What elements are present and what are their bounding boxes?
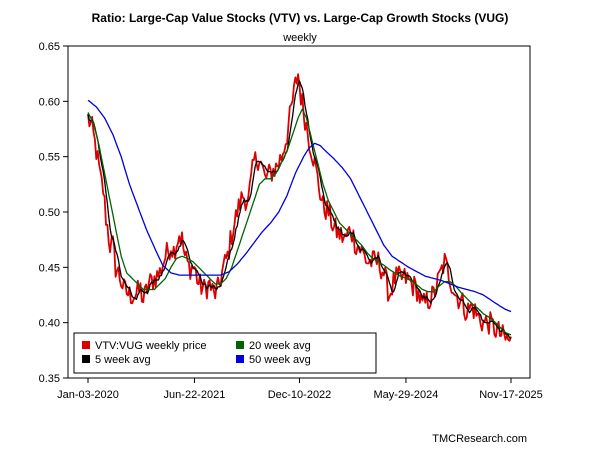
y-tick-label: 0.45 (39, 262, 60, 274)
x-tick-label: Jun-22-2021 (164, 389, 226, 401)
chart-title: Ratio: Large-Cap Value Stocks (VTV) vs. … (92, 11, 509, 25)
x-axis: Jan-03-2020 Jun-22-2021 Dec-10-2022 May-29-… (57, 378, 543, 401)
series-line-50wk-avg (87, 99, 512, 313)
y-axis: 0.35 0.40 0.45 0.50 0.55 0.60 0.65 (39, 41, 68, 385)
legend-box (73, 332, 377, 374)
legend: VTV:VUG weekly price 5 week avg 20 week … (73, 332, 377, 374)
y-tick-label: 0.55 (39, 152, 60, 164)
legend-swatch-50wk (236, 355, 244, 363)
legend-label-20wk: 20 week avg (249, 340, 311, 352)
y-tick-label: 0.50 (39, 207, 60, 219)
legend-label-price: VTV:VUG weekly price (95, 340, 206, 352)
x-tick-label: Dec-10-2022 (268, 389, 332, 401)
legend-swatch-price (82, 341, 90, 349)
chart-subtitle: weekly (282, 32, 317, 44)
series-lines (87, 73, 512, 342)
x-tick-label: May-29-2024 (374, 389, 439, 401)
legend-label-5wk: 5 week avg (95, 354, 151, 366)
y-tick-label: 0.65 (39, 41, 60, 53)
legend-swatch-5wk (82, 355, 90, 363)
y-tick-label: 0.35 (39, 373, 60, 385)
x-tick-label: Jan-03-2020 (57, 389, 119, 401)
legend-swatch-20wk (236, 341, 244, 349)
series-line-price (87, 73, 512, 342)
legend-label-50wk: 50 week avg (249, 354, 311, 366)
series-line-20wk-avg (87, 108, 512, 336)
y-tick-label: 0.60 (39, 96, 60, 108)
y-tick-label: 0.40 (39, 318, 60, 330)
x-tick-label: Nov-17-2025 (479, 389, 543, 401)
watermark: TMCResearch.com (432, 433, 527, 445)
